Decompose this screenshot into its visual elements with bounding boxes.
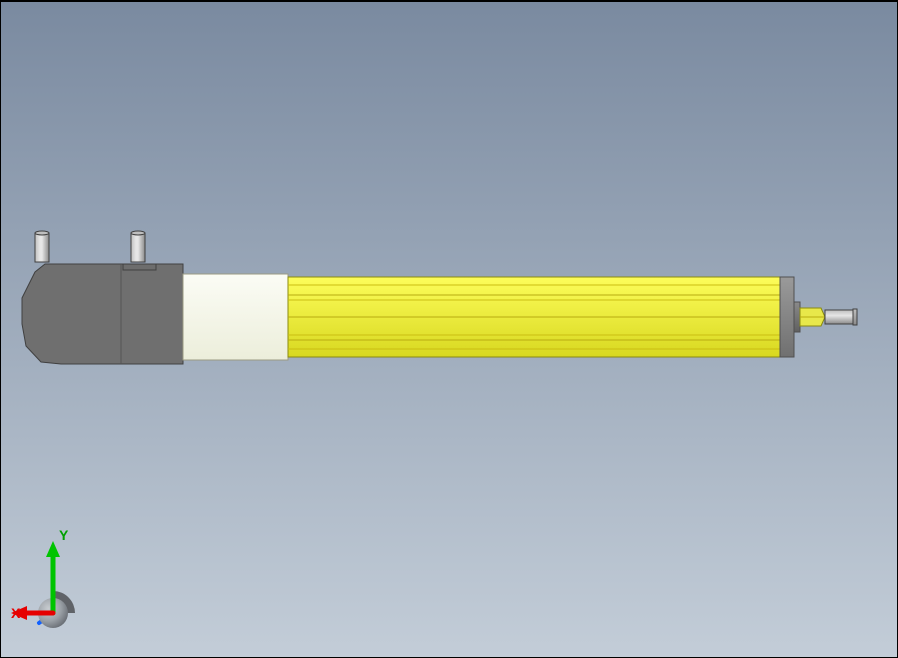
cad-viewport[interactable]: X Y Z [0,0,898,658]
orientation-triad[interactable]: X Y Z [11,527,131,647]
axis-label-x: X [11,605,20,621]
axis-label-y: Y [59,527,68,543]
model-render [1,2,898,658]
triad-svg [11,527,131,647]
